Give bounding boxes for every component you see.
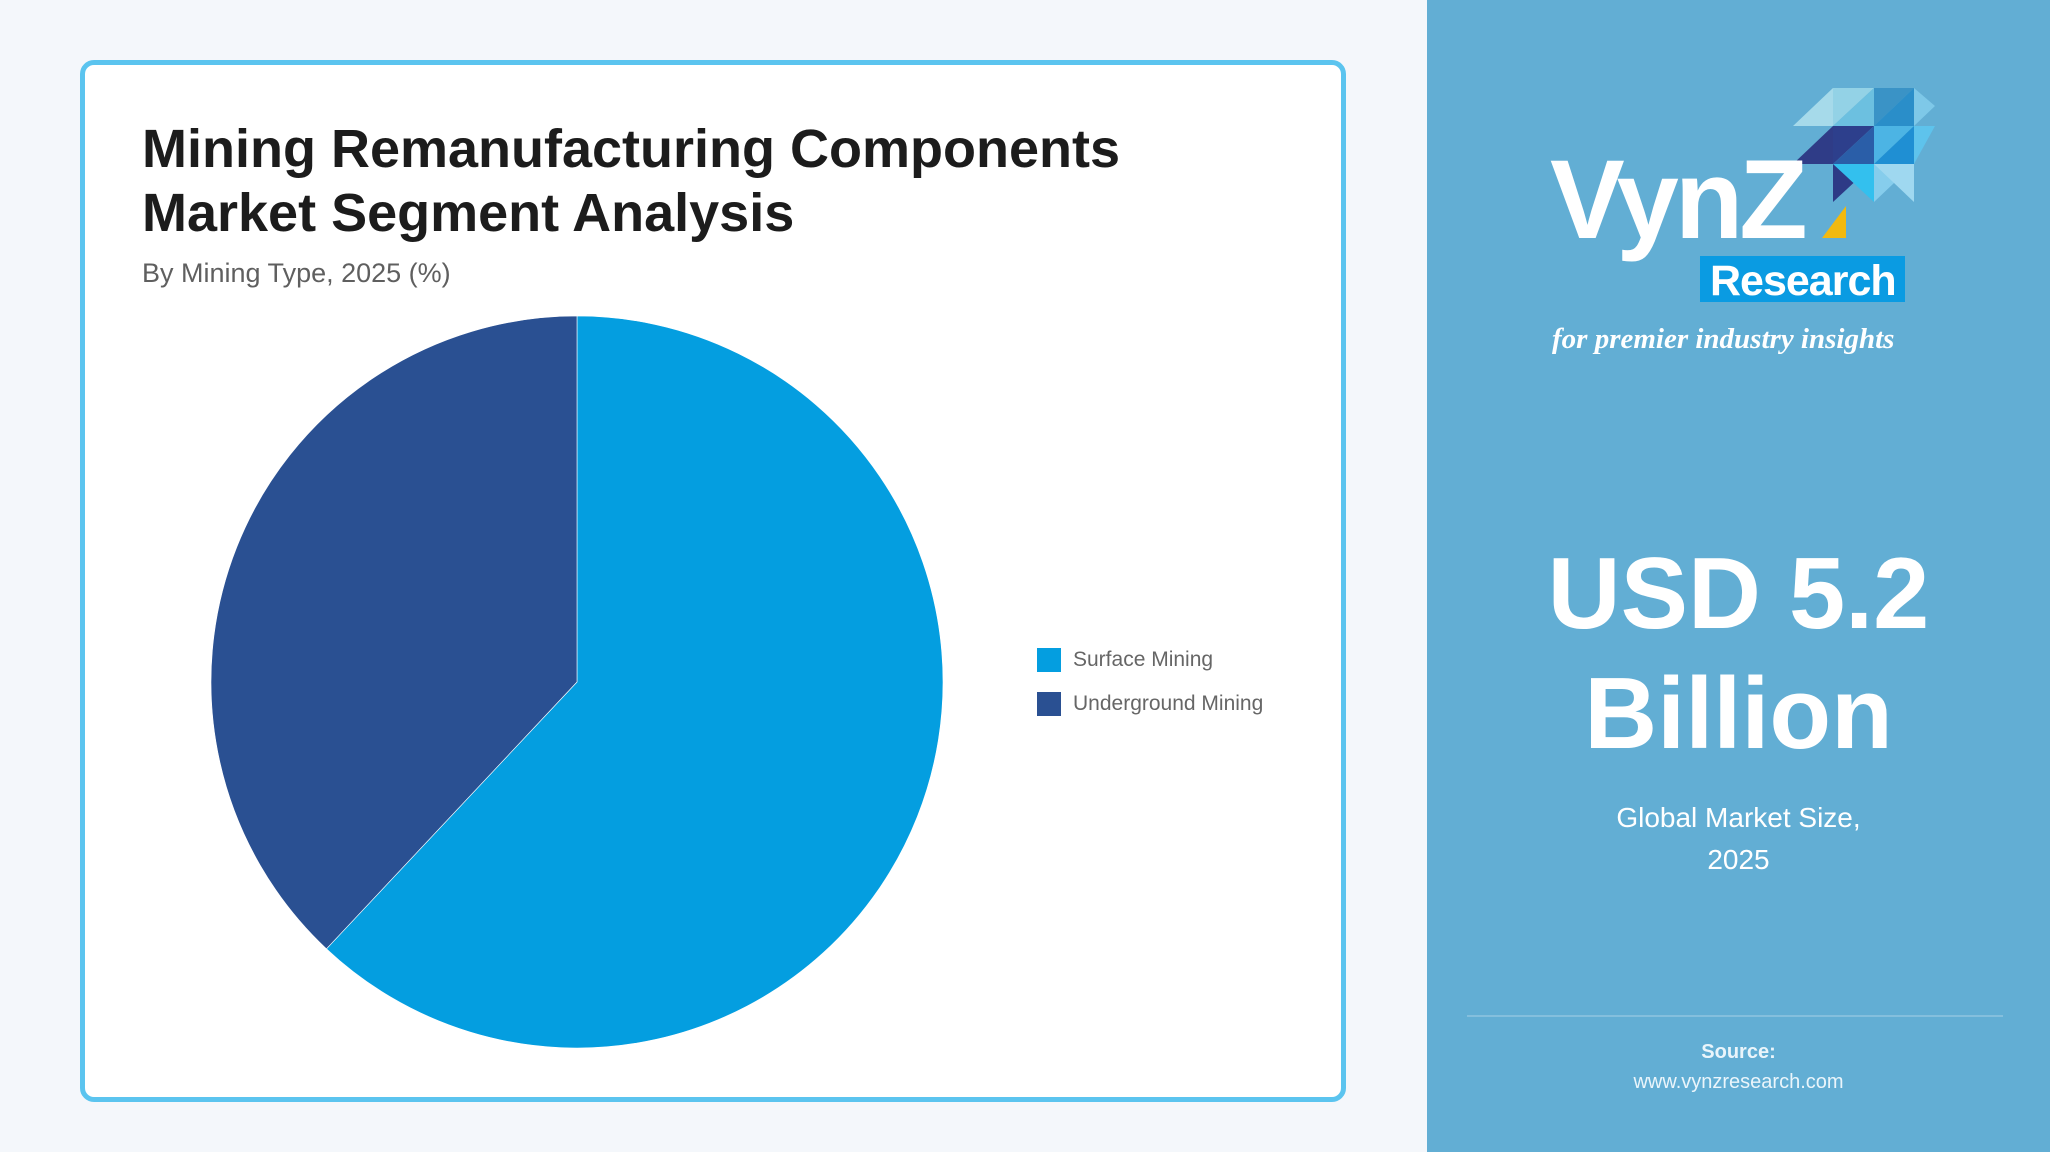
pie-chart: [211, 316, 943, 1048]
market-size-caption-line-1: Global Market Size,: [1616, 802, 1861, 833]
market-size-caption-line-2: 2025: [1707, 844, 1770, 875]
legend-label: Underground Mining: [1073, 691, 1264, 715]
pie-slices: [211, 316, 943, 1048]
chart-title: Mining Remanufacturing Components Market…: [142, 117, 1292, 245]
market-size-value: USD 5.2: [1547, 538, 1930, 650]
legend-swatch-surface-mining: [1037, 647, 1061, 672]
divider: [1467, 1015, 2003, 1017]
source-link[interactable]: www.vynzresearch.com: [1633, 1071, 1844, 1093]
market-size-unit: Billion: [1584, 658, 1893, 770]
pie-slice-surface-mining[interactable]: [326, 316, 943, 1048]
logo-yellow-triangle: [1822, 206, 1846, 238]
chart-title-line-1: Mining Remanufacturing Components: [142, 119, 1120, 179]
logo-wordmark: VynZ: [1550, 137, 1805, 262]
pie-slice-underground-mining[interactable]: [211, 316, 578, 950]
logo-mosaic-icon: [1793, 88, 1935, 202]
logo-research-text: Research: [1710, 257, 1896, 305]
logo-tagline: for premier industry insights: [1552, 323, 1894, 355]
logo-research-box: [1700, 256, 1905, 302]
source-label: Source:: [1701, 1041, 1776, 1063]
summary-panel: VynZ Research for premier industry insig…: [1427, 0, 2050, 1152]
legend-item-surface-mining[interactable]: Surface Mining: [1037, 647, 1263, 672]
legend-label: Surface Mining: [1073, 647, 1214, 671]
legend-item-underground-mining[interactable]: Underground Mining: [1037, 691, 1263, 716]
chart-title-line-2: Market Segment Analysis: [142, 183, 795, 243]
chart-subtitle: By Mining Type, 2025 (%): [142, 258, 451, 288]
market-size-caption: Global Market Size, 2025: [1427, 797, 2050, 881]
chart-card: Mining Remanufacturing Components Market…: [80, 60, 1346, 1102]
chart-legend: Surface Mining Underground Mining: [1037, 647, 1263, 735]
vynz-research-logo: VynZ Research for premier industry insig…: [1550, 88, 1935, 355]
legend-swatch-underground-mining: [1037, 691, 1061, 716]
